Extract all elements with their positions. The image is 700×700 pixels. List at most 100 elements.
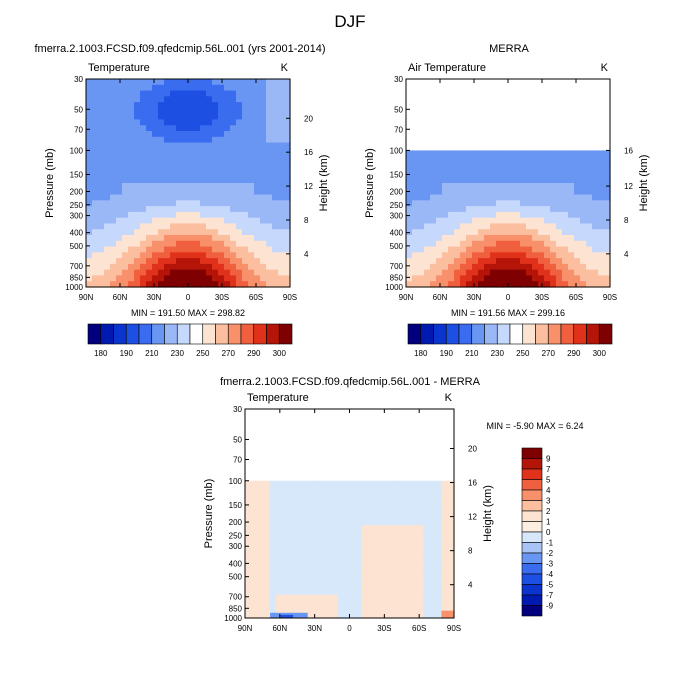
x-tick-label: 90S <box>603 293 617 302</box>
contour-cell <box>361 565 369 573</box>
contour-cell <box>586 235 593 242</box>
contour-cell <box>472 258 479 265</box>
contour-cell <box>128 235 135 242</box>
contour-cell <box>442 188 449 196</box>
contour-cell <box>275 513 283 520</box>
contour-cell <box>152 102 159 109</box>
contour-cell <box>367 606 375 613</box>
contour-cell <box>188 229 195 236</box>
contour-cell <box>508 154 515 161</box>
contour-cell <box>245 612 252 619</box>
contour-cell <box>242 165 249 173</box>
contour-cell <box>472 217 479 225</box>
height-tick-label: 4 <box>468 581 473 590</box>
contour-cell <box>224 194 231 201</box>
y-axis-right-label: Height (km) <box>318 155 330 212</box>
contour-cell <box>284 148 291 155</box>
contour-cell <box>367 542 375 549</box>
contour-cell <box>604 235 611 242</box>
contour-cell <box>288 484 295 491</box>
contour-cell <box>568 258 575 265</box>
contour-cell <box>206 165 213 173</box>
contour-cell <box>355 548 363 555</box>
contour-cell <box>110 84 117 92</box>
contour-cell <box>520 188 527 196</box>
figure-title: DJF <box>334 12 365 31</box>
contour-cell <box>424 229 431 236</box>
contour-cell <box>502 177 509 184</box>
contour-cell <box>496 240 503 248</box>
contour-cell <box>538 154 545 161</box>
x-tick-label: 90S <box>447 624 461 633</box>
contour-cell <box>300 513 308 520</box>
contour-cell <box>447 548 455 555</box>
contour-cell <box>520 263 527 271</box>
contour-cell <box>104 269 111 277</box>
contour-cell <box>206 223 213 230</box>
contour-cell <box>242 136 249 144</box>
contour-cell <box>260 154 267 161</box>
contour-cell <box>318 565 326 573</box>
contour-cell <box>98 131 105 138</box>
colorbar-swatch <box>458 323 473 345</box>
contour-cell <box>294 548 301 555</box>
contour-cell <box>430 150 437 155</box>
contour-cell <box>429 583 437 590</box>
contour-cell <box>490 177 497 184</box>
contour-cell <box>361 480 369 486</box>
contour-cell <box>454 275 461 282</box>
contour-cell <box>188 281 195 288</box>
contour-cell <box>272 263 279 271</box>
contour-cell <box>300 490 308 497</box>
y-tick-label: 50 <box>233 435 242 444</box>
contour-cell <box>550 159 557 167</box>
contour-cell <box>212 246 219 253</box>
contour-cell <box>194 136 201 144</box>
contour-cell <box>392 565 400 573</box>
contour-cell <box>472 223 479 230</box>
contour-cell <box>236 217 243 225</box>
contour-cell <box>435 542 443 549</box>
contour-cell <box>496 150 503 155</box>
colorbar-label: 0 <box>546 528 551 537</box>
contour-cell <box>598 258 605 265</box>
contour-cell <box>466 252 473 259</box>
contour-cell <box>116 154 123 161</box>
contour-cell <box>266 96 273 103</box>
contour-cell <box>248 136 255 144</box>
contour-cell <box>306 530 314 538</box>
x-tick-label: 90N <box>79 293 94 302</box>
contour-cell <box>194 252 201 259</box>
contour-cell <box>532 150 539 155</box>
contour-cell <box>294 513 301 520</box>
contour-cell <box>349 525 357 532</box>
contour-cell <box>374 600 381 607</box>
contour-cell <box>300 525 308 532</box>
contour-cell <box>442 177 449 184</box>
y-tick-label: 700 <box>70 262 84 271</box>
contour-cell <box>254 96 261 103</box>
contour-cell <box>110 275 117 282</box>
contour-cell <box>580 246 587 253</box>
contour-cell <box>110 79 117 86</box>
contour-cell <box>158 84 165 92</box>
contour-cell <box>182 194 189 201</box>
contour-cell <box>275 571 283 578</box>
contour-cell <box>312 548 320 555</box>
colorbar-swatch <box>521 605 543 617</box>
y-tick-label: 30 <box>394 75 403 84</box>
contour-cell <box>556 150 563 155</box>
contour-cell <box>281 548 289 555</box>
contour-cell <box>460 150 467 155</box>
contour-cell <box>152 217 159 225</box>
contour-cell <box>300 536 308 544</box>
contour-cell <box>460 211 467 219</box>
contour-cell <box>430 211 437 219</box>
contour-cell <box>182 188 189 196</box>
contour-cell <box>230 96 237 103</box>
contour-cell <box>496 206 503 213</box>
contour-cell <box>170 258 177 265</box>
contour-cell <box>580 235 587 242</box>
contour-cell <box>224 154 231 161</box>
contour-cell <box>300 548 308 555</box>
